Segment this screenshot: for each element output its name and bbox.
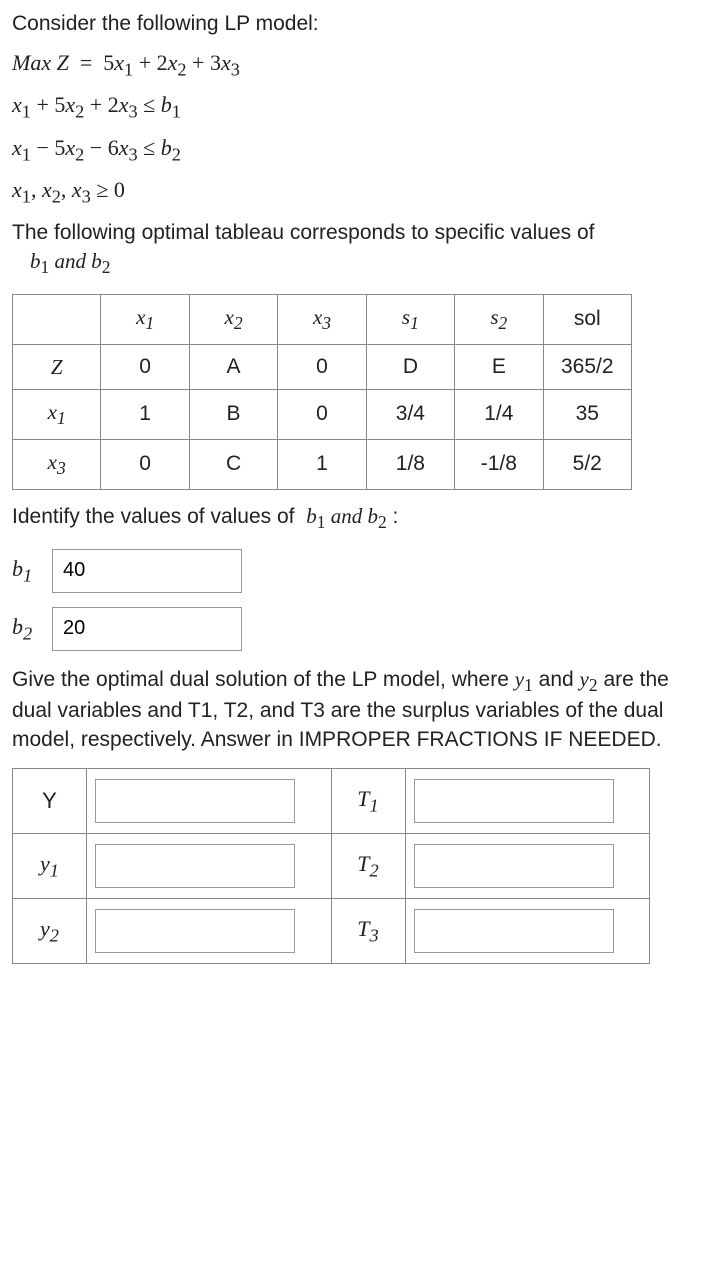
equation-constraint-1: x1 + 5x2 + 2x3 ≤ b1 <box>12 90 706 124</box>
b1-label: b1 <box>12 554 38 588</box>
eq1-rhs: 5x1 + 2x2 + 3x3 <box>103 50 240 75</box>
ans-left-input[interactable] <box>95 779 295 823</box>
ans-right-input[interactable] <box>414 779 614 823</box>
ans-left-input-cell <box>87 899 332 964</box>
ans-right-input[interactable] <box>414 909 614 953</box>
equation-nonneg: x1, x2, x3 ≥ 0 <box>12 175 706 209</box>
tableau-cell: 365/2 <box>543 344 631 389</box>
ans-right-input[interactable] <box>414 844 614 888</box>
tableau-header-cell: s2 <box>455 295 543 345</box>
ans-right-label: T2 <box>331 834 405 899</box>
tableau-cell: E <box>455 344 543 389</box>
tableau-header-row: x1x2x3s1s2sol <box>13 295 632 345</box>
ans-left-label: Y <box>13 769 87 834</box>
tableau-intro-text: The following optimal tableau correspond… <box>12 221 594 244</box>
b2-row: b2 <box>12 607 706 651</box>
tableau-intro: The following optimal tableau correspond… <box>12 219 706 280</box>
tableau-cell: 0 <box>278 390 366 440</box>
tableau-header-cell: x3 <box>278 295 366 345</box>
tableau-cell: C <box>189 439 277 489</box>
tableau-cell: 5/2 <box>543 439 631 489</box>
tableau-cell: D <box>366 344 454 389</box>
table-row: y1 T2 <box>13 834 650 899</box>
tableau-cell: 35 <box>543 390 631 440</box>
tableau-header-cell: sol <box>543 295 631 345</box>
equation-objective: Max Z = 5x1 + 2x2 + 3x3 <box>12 48 706 82</box>
ans-left-label: y2 <box>13 899 87 964</box>
tableau-rowvar: x3 <box>13 439 101 489</box>
table-row: Y T1 <box>13 769 650 834</box>
table-row: Z0A0DE365/2 <box>13 344 632 389</box>
tableau-cell: A <box>189 344 277 389</box>
b2-input[interactable] <box>52 607 242 651</box>
tableau-rowvar: x1 <box>13 390 101 440</box>
table-row: x30C11/8-1/85/2 <box>13 439 632 489</box>
table-row: y2 T3 <box>13 899 650 964</box>
tableau-cell: 1 <box>278 439 366 489</box>
ans-right-label: T3 <box>331 899 405 964</box>
tableau-cell: B <box>189 390 277 440</box>
tableau-cell: -1/8 <box>455 439 543 489</box>
ans-left-input[interactable] <box>95 909 295 953</box>
tableau-cell: 0 <box>101 439 189 489</box>
tableau-header-cell: s1 <box>366 295 454 345</box>
ans-left-input-cell <box>87 769 332 834</box>
tableau-cell: 1/8 <box>366 439 454 489</box>
tableau-cell: 3/4 <box>366 390 454 440</box>
tableau-header-cell: x2 <box>189 295 277 345</box>
b2-label: b2 <box>12 612 38 646</box>
b1-row: b1 <box>12 549 706 593</box>
ans-right-input-cell <box>405 769 650 834</box>
equation-constraint-2: x1 − 5x2 − 6x3 ≤ b2 <box>12 133 706 167</box>
eq1-lhs: Max Z <box>12 50 69 75</box>
tableau-header-cell <box>13 295 101 345</box>
ans-right-label: T1 <box>331 769 405 834</box>
table-row: x11B03/41/435 <box>13 390 632 440</box>
tableau-intro-vars: b1 and b2 <box>30 249 111 273</box>
tableau-cell: 0 <box>101 344 189 389</box>
b1-input[interactable] <box>52 549 242 593</box>
tableau-rowvar: Z <box>13 344 101 389</box>
tableau-cell: 1/4 <box>455 390 543 440</box>
tableau-cell: 0 <box>278 344 366 389</box>
optimal-tableau: x1x2x3s1s2sol Z0A0DE365/2x11B03/41/435x3… <box>12 294 632 490</box>
dual-prompt: Give the optimal dual solution of the LP… <box>12 665 706 755</box>
ans-left-input-cell <box>87 834 332 899</box>
intro-text: Consider the following LP model: <box>12 10 706 38</box>
dual-answer-table: Y T1 y1 T2 y2 T3 <box>12 768 650 964</box>
tableau-cell: 1 <box>101 390 189 440</box>
ans-left-input[interactable] <box>95 844 295 888</box>
ans-right-input-cell <box>405 834 650 899</box>
ans-right-input-cell <box>405 899 650 964</box>
identify-prompt: Identify the values of values of b1 and … <box>12 502 706 535</box>
tableau-header-cell: x1 <box>101 295 189 345</box>
ans-left-label: y1 <box>13 834 87 899</box>
